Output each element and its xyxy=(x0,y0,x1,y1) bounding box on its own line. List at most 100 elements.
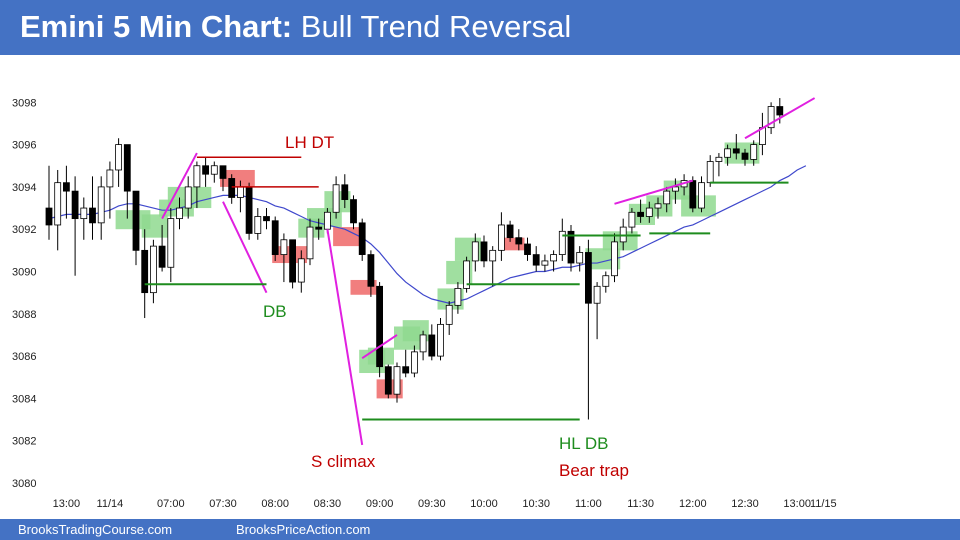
candle xyxy=(585,239,592,420)
candle xyxy=(245,182,253,240)
bull-candle-body xyxy=(550,254,557,262)
candle xyxy=(410,345,418,378)
candle xyxy=(628,208,636,234)
candle xyxy=(715,153,723,177)
candle xyxy=(297,250,305,293)
bear-candle-body xyxy=(132,190,140,251)
bear-candle-body xyxy=(428,334,436,357)
bear-candle-body xyxy=(89,207,96,224)
candle xyxy=(567,224,575,272)
x-tick-label: 08:00 xyxy=(261,498,289,510)
candle xyxy=(767,102,775,135)
candle xyxy=(497,212,505,261)
y-tick-label: 3082 xyxy=(12,436,36,448)
candle xyxy=(463,256,471,293)
candle xyxy=(428,324,436,361)
ema-line xyxy=(48,165,807,304)
bear-candle-body xyxy=(732,148,740,154)
candle xyxy=(506,220,514,242)
candle xyxy=(532,246,540,272)
x-tick-label: 11/14 xyxy=(97,498,124,510)
candle xyxy=(515,229,523,251)
page-title: Emini 5 Min Chart: Bull Trend Reversal xyxy=(20,9,571,45)
bull-candle-body xyxy=(654,203,662,209)
bear-candle-body xyxy=(45,207,53,226)
candle xyxy=(689,176,697,213)
candle xyxy=(637,199,644,223)
annotation-db: DB xyxy=(263,302,287,321)
y-tick-label: 3088 xyxy=(12,309,36,321)
candle xyxy=(315,218,323,240)
bull-candle-body xyxy=(663,190,671,205)
candle xyxy=(741,148,749,166)
bull-candle-body xyxy=(193,165,201,188)
candle xyxy=(759,112,766,156)
bear-candle-body xyxy=(228,178,236,198)
bear-candle-body xyxy=(63,182,70,192)
bull-candle-body xyxy=(541,260,549,266)
bear-candle-body xyxy=(350,199,357,224)
bull-candle-body xyxy=(280,239,288,255)
bull-candle-body xyxy=(471,241,479,262)
annotation-lh-dt: LH DT xyxy=(285,133,334,152)
candle xyxy=(158,224,166,272)
candle xyxy=(80,197,88,240)
x-tick-label: 11:30 xyxy=(627,498,654,510)
bull-candle-body xyxy=(576,252,584,264)
bear-candle-body xyxy=(367,254,375,287)
candle xyxy=(350,195,357,230)
bull-candle-body xyxy=(97,186,105,224)
trend-line xyxy=(361,334,398,360)
candle xyxy=(132,190,140,266)
candle xyxy=(471,233,479,272)
bear-candle-body xyxy=(358,222,366,255)
candle xyxy=(254,208,262,240)
candle xyxy=(202,157,210,187)
bull-candle-body xyxy=(106,169,114,188)
x-tick-label: 10:30 xyxy=(522,498,550,510)
x-tick-label: 11/15 xyxy=(810,498,837,510)
candle xyxy=(732,134,740,160)
bear-candle-body xyxy=(245,186,253,234)
y-tick-label: 3084 xyxy=(12,393,36,405)
y-tick-label: 3090 xyxy=(12,267,36,279)
bear-candle-body xyxy=(123,144,131,192)
bull-candle-body xyxy=(454,288,462,306)
y-tick-label: 3080 xyxy=(12,478,36,490)
bull-candle-body xyxy=(463,260,471,289)
x-tick-label: 07:00 xyxy=(157,498,185,510)
candle xyxy=(393,362,401,403)
candle xyxy=(593,282,601,340)
bull-candle-body xyxy=(611,241,618,277)
bull-candle-body xyxy=(437,323,444,357)
bull-candle-body xyxy=(323,211,331,230)
bull-candle-body xyxy=(332,184,340,213)
bear-candle-body xyxy=(506,224,514,239)
x-tick-label: 11:00 xyxy=(575,498,602,510)
bull-candle-body xyxy=(236,186,244,198)
candle xyxy=(184,176,192,219)
x-tick-label: 13:00 xyxy=(783,498,811,510)
candle xyxy=(437,318,444,361)
candle xyxy=(541,254,549,272)
x-tick-label: 13:00 xyxy=(53,498,81,510)
bull-candle-body xyxy=(715,156,723,162)
bull-candle-body xyxy=(254,216,262,234)
bear-candle-body xyxy=(515,237,523,245)
annotation-bear-trap: Bear trap xyxy=(559,461,629,480)
bear-candle-body xyxy=(141,249,149,294)
bull-candle-body xyxy=(497,224,505,251)
candle xyxy=(419,330,427,361)
annotation-hl-db: HL DB xyxy=(559,434,608,453)
bull-candle-body xyxy=(167,218,175,268)
bull-highlight xyxy=(141,214,168,238)
candle xyxy=(376,282,384,378)
bull-candle-body xyxy=(602,275,610,287)
bear-candle-body xyxy=(158,245,166,268)
candle xyxy=(550,250,557,272)
bear-candle-body xyxy=(376,285,384,368)
bull-candle-body xyxy=(419,334,427,353)
bear-candle-body xyxy=(689,180,697,209)
bear-candle-body xyxy=(776,106,784,116)
x-tick-label: 09:30 xyxy=(418,498,446,510)
